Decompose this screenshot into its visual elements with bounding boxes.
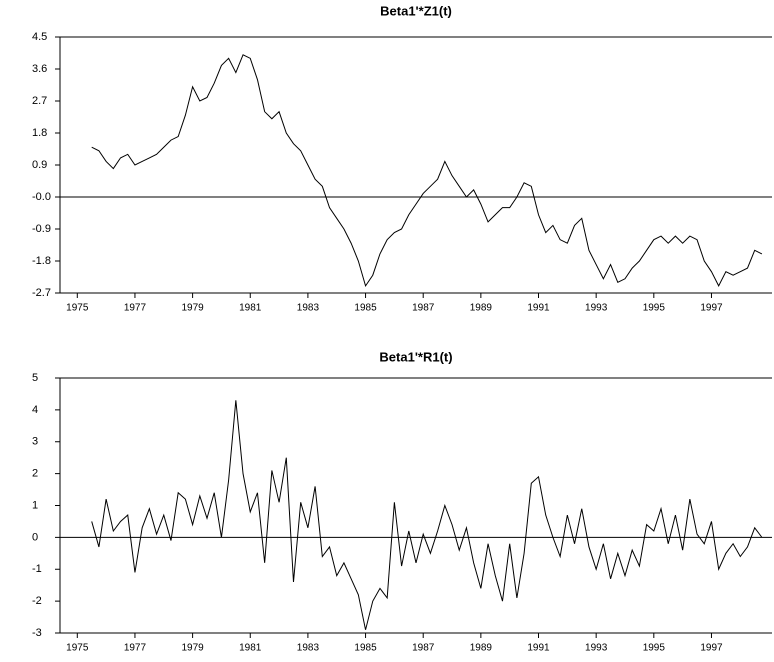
x-tick-label: 1977 bbox=[124, 643, 147, 654]
y-tick-label: 3.6 bbox=[32, 63, 47, 75]
x-tick-label: 1997 bbox=[700, 643, 723, 654]
x-tick-label: 1987 bbox=[412, 303, 435, 314]
y-tick-label: 0.9 bbox=[32, 159, 47, 171]
y-tick-label: 1.8 bbox=[32, 127, 47, 139]
x-tick-label: 1993 bbox=[585, 643, 608, 654]
x-tick-label: 1985 bbox=[354, 643, 377, 654]
y-tick-label: 4 bbox=[32, 404, 38, 416]
x-tick-label: 1995 bbox=[643, 303, 666, 314]
x-tick-label: 1977 bbox=[124, 303, 147, 314]
x-tick-label: 1995 bbox=[643, 643, 666, 654]
y-tick-label: -0.0 bbox=[32, 191, 51, 203]
x-tick-label: 1989 bbox=[470, 643, 493, 654]
data-line bbox=[91, 54, 763, 288]
x-tick-label: 1975 bbox=[66, 303, 89, 314]
chart-title: Beta1'*Z1(t) bbox=[380, 3, 452, 18]
x-tick-label: 1981 bbox=[239, 643, 262, 654]
y-tick-label: 3 bbox=[32, 436, 38, 448]
x-tick-label: 1989 bbox=[470, 303, 493, 314]
x-tick-label: 1991 bbox=[527, 643, 550, 654]
x-tick-label: 1981 bbox=[239, 303, 262, 314]
chart-title: Beta1'*R1(t) bbox=[379, 349, 452, 364]
y-tick-label: 2.7 bbox=[32, 95, 47, 107]
y-tick-label: 1 bbox=[32, 499, 38, 511]
y-tick-label: 5 bbox=[32, 372, 38, 384]
y-tick-label: 0 bbox=[32, 531, 38, 543]
x-tick-label: 1997 bbox=[700, 303, 723, 314]
x-tick-label: 1993 bbox=[585, 303, 608, 314]
x-tick-label: 1975 bbox=[66, 643, 89, 654]
data-line bbox=[91, 400, 763, 630]
y-tick-label: -0.9 bbox=[32, 223, 51, 235]
x-tick-label: 1985 bbox=[354, 303, 377, 314]
x-tick-label: 1987 bbox=[412, 643, 435, 654]
y-tick-label: -1.8 bbox=[32, 255, 51, 267]
x-tick-label: 1991 bbox=[527, 303, 550, 314]
y-tick-label: 4.5 bbox=[32, 31, 47, 43]
x-tick-label: 1979 bbox=[181, 303, 204, 314]
y-tick-label: -3 bbox=[32, 627, 42, 639]
y-tick-label: -2.7 bbox=[32, 287, 51, 299]
y-tick-label: -1 bbox=[32, 563, 42, 575]
x-tick-label: 1979 bbox=[181, 643, 204, 654]
y-tick-label: -2 bbox=[32, 595, 42, 607]
x-tick-label: 1983 bbox=[297, 643, 320, 654]
y-tick-label: 2 bbox=[32, 468, 38, 480]
x-tick-label: 1983 bbox=[297, 303, 320, 314]
